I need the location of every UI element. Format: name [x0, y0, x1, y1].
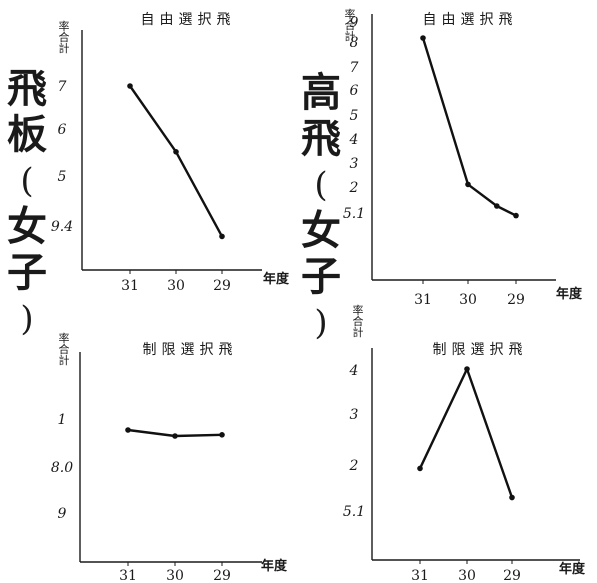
chart-0-series-line-0: [129, 85, 224, 237]
chart-3-title: 制限選択飛: [433, 342, 528, 358]
chart-1-ytick-6: 3: [350, 156, 359, 172]
chart-2-ytick-1: 8.0: [51, 460, 73, 476]
chart-1-ytick-7: 2: [349, 180, 359, 196]
chart-0-xtick-2: 29: [213, 278, 231, 294]
vertical-label-right-char-2: (: [314, 165, 328, 205]
chart-1-xtick-2: 29: [507, 292, 525, 308]
chart-1-xlabel: 年度: [556, 286, 583, 302]
chart-1-ytick-0: 9: [350, 15, 359, 31]
chart-2-xtick-0: 31: [119, 568, 137, 583]
chart-0-point-1: [173, 149, 179, 155]
chart-2-title: 制限選択飛: [143, 342, 238, 358]
vertical-label-left-char-1: 板: [7, 111, 47, 158]
chart-1-ylabel: 率合計: [345, 7, 356, 43]
chart-0-ytick-3: 9.4: [51, 219, 73, 235]
chart-1-ytick-1: 8: [350, 35, 359, 51]
chart-2-ytick-0: 1: [58, 412, 67, 428]
vertical-label-left-char-0: 飛: [7, 65, 47, 112]
vertical-label-left-char-4: 子: [7, 249, 47, 296]
chart-2-xlabel: 年度: [261, 558, 288, 574]
vertical-label-right-char-1: 飛: [301, 115, 341, 162]
chart-2-point-0: [125, 427, 131, 433]
vertical-label-right: 高飛(女子): [298, 70, 344, 346]
chart-3-ytick-2: 2: [349, 458, 359, 474]
chart-3-xtick-0: 31: [411, 568, 429, 583]
chart-2-xtick-2: 29: [213, 568, 231, 583]
chart-3-point-2: [509, 494, 515, 501]
chart-0-xlabel: 年度: [263, 271, 290, 287]
vertical-label-left-char-5: ): [20, 299, 34, 339]
chart-3-point-0: [417, 465, 423, 472]
chart-0-ytick-0: 7: [58, 79, 67, 95]
chart-1-ytick-4: 5: [350, 108, 359, 124]
chart-0-xtick-1: 30: [167, 278, 185, 294]
chart-1-series-line-0: [421, 37, 517, 217]
vertical-label-right-char-3: 女: [301, 207, 341, 254]
chart-3-xlabel: 年度: [559, 561, 586, 577]
chart-0-point-0: [127, 83, 133, 89]
chart-0-ytick-2: 5: [58, 169, 67, 185]
chart-2-point-2: [219, 432, 225, 438]
chart-1-ytick-5: 4: [349, 132, 359, 148]
chart-0-point-2: [219, 233, 225, 240]
vertical-label-left-char-3: 女: [7, 203, 47, 250]
chart-1-title: 自由選択飛: [423, 12, 518, 28]
chart-2-ytick-2: 9: [58, 506, 67, 522]
chart-3-ytick-0: 4: [349, 363, 359, 379]
chart-3-xtick-1: 30: [458, 568, 476, 583]
vertical-label-left-char-2: (: [20, 161, 34, 201]
chart-0-ylabel: 率合計: [59, 19, 70, 55]
chart-3-ytick-1: 3: [350, 407, 359, 423]
chart-3-point-1: [464, 366, 470, 372]
chart-1-point-3: [513, 212, 519, 219]
chart-1-point-2: [494, 203, 500, 209]
chart-1-point-0: [420, 35, 426, 41]
chart-2-xtick-1: 30: [166, 568, 184, 583]
chart-3-ytick-3: 5.1: [343, 504, 365, 520]
chart-1-xtick-1: 30: [459, 292, 477, 308]
chart-1-ytick-3: 6: [350, 83, 359, 99]
chart-1-xtick-0: 31: [414, 292, 432, 308]
vertical-label-left: 飛板(女子): [4, 66, 50, 342]
chart-2-point-1: [172, 433, 178, 439]
chart-3-ylabel: 率合計: [353, 303, 364, 339]
chart-1-ytick-2: 7: [350, 60, 359, 76]
chart-0-ytick-1: 6: [58, 122, 67, 138]
chart-0-xtick-0: 31: [121, 278, 139, 294]
vertical-label-right-char-0: 高: [301, 69, 341, 116]
vertical-label-right-char-4: 子: [301, 253, 341, 300]
chart-1-ytick-8: 5.1: [343, 206, 365, 222]
chart-3-series-line-0: [418, 367, 514, 498]
chart-2-ylabel: 率合計: [59, 331, 70, 367]
vertical-label-right-char-5: ): [314, 303, 328, 343]
chart-1-point-1: [465, 181, 471, 188]
chart-0-title: 自由選択飛: [141, 12, 236, 28]
chart-3-xtick-2: 29: [503, 568, 521, 583]
